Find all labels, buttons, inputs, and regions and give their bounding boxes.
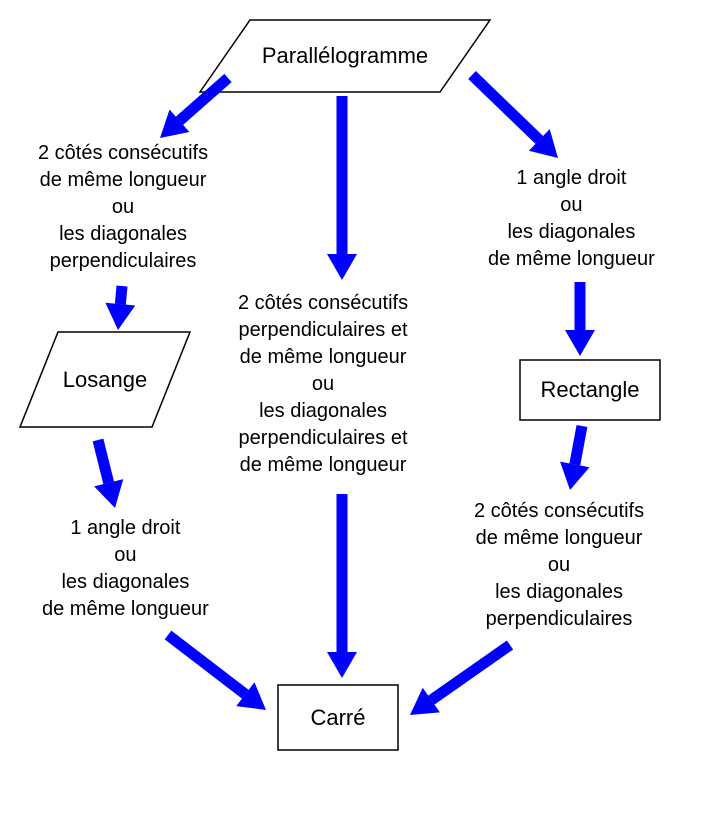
condition-right-bottom: 2 côtés consécutifsde même longueuroules… <box>474 498 644 633</box>
node-label: Parallélogramme <box>262 43 428 69</box>
condition-center: 2 côtés consécutifsperpendiculaires etde… <box>238 290 408 479</box>
node-label: Rectangle <box>540 377 639 403</box>
condition-left-bottom: 1 angle droitoules diagonalesde même lon… <box>42 515 209 623</box>
condition-left-top: 2 côtés consécutifsde même longueuroules… <box>38 140 208 275</box>
node-label: Carré <box>310 705 365 731</box>
node-losange: Losange <box>20 332 190 427</box>
node-rectangle: Rectangle <box>520 360 660 420</box>
node-parallelogramme: Parallélogramme <box>200 20 490 92</box>
node-carre: Carré <box>278 685 398 750</box>
condition-right-top: 1 angle droitoules diagonalesde même lon… <box>488 165 655 273</box>
node-label: Losange <box>63 367 147 393</box>
